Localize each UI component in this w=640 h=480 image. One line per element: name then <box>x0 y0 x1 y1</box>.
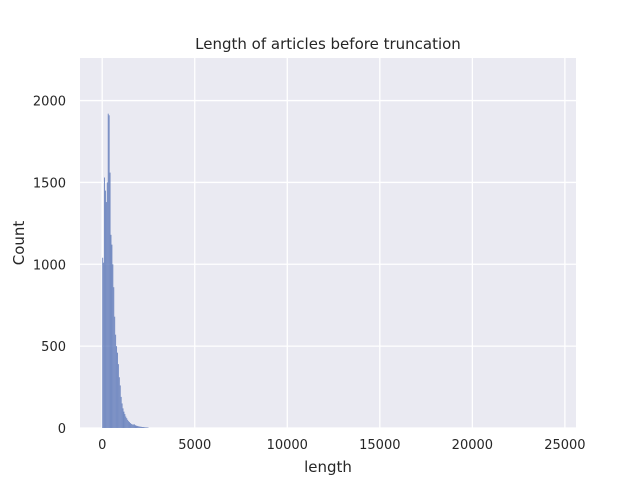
histogram-bar <box>126 418 128 428</box>
histogram-bar <box>115 334 117 428</box>
histogram-bar <box>118 377 120 428</box>
histogram-bars <box>102 113 149 428</box>
histogram-bar <box>128 421 130 428</box>
y-tick-label: 500 <box>41 340 66 355</box>
y-tick-labels: 0 500 1000 1500 2000 <box>33 95 66 437</box>
x-tick-label: 5000 <box>178 438 211 453</box>
histogram-bar <box>105 202 107 428</box>
chart-title: Length of articles before truncation <box>195 35 461 53</box>
histogram-bar <box>142 427 143 428</box>
y-tick-label: 1000 <box>33 258 66 273</box>
x-tick-label: 15000 <box>359 438 400 453</box>
histogram-bar <box>117 364 119 428</box>
histogram-bar <box>113 287 115 428</box>
y-tick-label: 2000 <box>33 95 66 110</box>
plot-area <box>80 58 576 428</box>
x-tick-label: 20000 <box>452 438 493 453</box>
x-tick-label: 0 <box>98 438 106 453</box>
histogram-bar <box>109 172 111 428</box>
histogram-bar <box>131 424 133 428</box>
histogram-bar <box>122 408 124 428</box>
x-tick-label: 10000 <box>267 438 308 453</box>
x-tick-labels: 0 5000 10000 15000 20000 25000 <box>98 438 586 453</box>
histogram-bar <box>127 419 129 428</box>
histogram-bar <box>125 416 127 428</box>
histogram-bar <box>129 423 131 428</box>
histogram-bar <box>121 403 123 428</box>
histogram-bar <box>139 426 141 428</box>
histogram-bar <box>110 234 112 428</box>
histogram-bar <box>144 427 146 428</box>
histogram-bar <box>136 425 138 428</box>
histogram-bar <box>106 182 108 428</box>
histogram-bar <box>135 425 137 428</box>
histogram-bar <box>129 422 130 428</box>
histogram-bar <box>108 115 110 428</box>
histogram-bar <box>102 257 104 428</box>
histogram-bar <box>112 264 114 428</box>
y-tick-label: 0 <box>58 422 66 437</box>
histogram-bar <box>142 427 144 428</box>
y-tick-label: 1500 <box>33 176 66 191</box>
histogram-bar <box>107 113 109 428</box>
histogram-bar <box>103 262 105 428</box>
histogram-bar <box>137 426 139 428</box>
histogram-bar <box>138 426 140 428</box>
histogram-bar <box>114 316 116 428</box>
histogram-bar <box>116 346 118 428</box>
y-axis-label: Count <box>10 221 28 266</box>
histogram-bar <box>104 190 106 428</box>
histogram-bar <box>141 426 142 428</box>
grid-lines <box>80 58 576 429</box>
histogram-bar <box>104 177 105 428</box>
histogram-bar <box>117 352 118 428</box>
histogram-bar <box>124 414 126 428</box>
histogram-bar <box>119 385 121 428</box>
x-tick-label: 25000 <box>544 438 585 453</box>
histogram-bar <box>123 411 125 428</box>
histogram-bar <box>134 425 136 428</box>
histogram-bar <box>140 426 142 428</box>
histogram-bar <box>132 424 134 428</box>
histogram-bar <box>111 244 113 428</box>
histogram-bar <box>145 427 147 428</box>
histogram-bar <box>120 396 122 428</box>
histogram-bar <box>133 424 135 428</box>
histogram-bar <box>130 423 132 428</box>
histogram-bar <box>143 427 145 428</box>
x-axis-label: length <box>304 458 352 476</box>
